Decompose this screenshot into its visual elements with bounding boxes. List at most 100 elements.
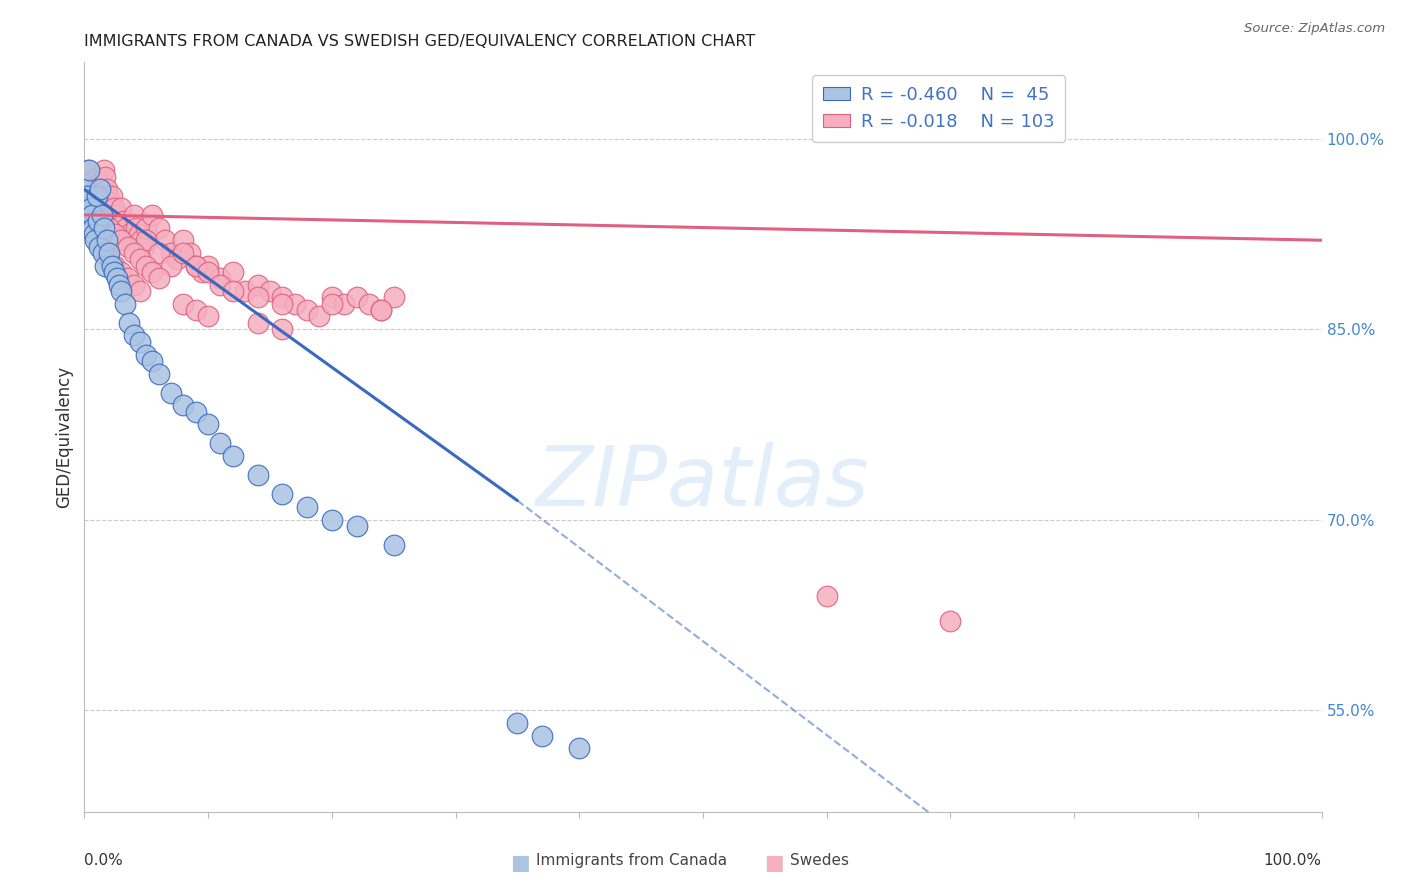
Point [115, 220, 138, 235]
Point [79, 176, 101, 190]
Point [98, 252, 121, 267]
Point [76, 169, 98, 184]
Text: Immigrants from Canada: Immigrants from Canada [536, 853, 727, 868]
Point [382, 538, 405, 552]
Point [166, 252, 188, 267]
Point [148, 367, 170, 381]
Point [103, 265, 125, 279]
Point [129, 334, 152, 349]
Point [246, 468, 269, 483]
Point [89, 182, 111, 196]
Point [939, 614, 962, 628]
Point [122, 328, 145, 343]
Point [209, 271, 232, 285]
Point [160, 259, 183, 273]
Point [83, 227, 105, 241]
Text: Source: ZipAtlas.com: Source: ZipAtlas.com [1244, 22, 1385, 36]
Point [90, 208, 112, 222]
Point [382, 290, 405, 304]
Point [83, 202, 105, 216]
Point [91, 214, 114, 228]
Point [86, 188, 108, 202]
Point [100, 259, 122, 273]
Point [295, 500, 318, 514]
Point [90, 195, 112, 210]
Point [132, 239, 155, 253]
Point [98, 195, 121, 210]
Point [80, 188, 103, 202]
Point [96, 233, 118, 247]
Point [506, 715, 529, 730]
Point [321, 290, 343, 304]
Text: ZIPatlas: ZIPatlas [536, 442, 870, 523]
Point [89, 188, 111, 202]
Point [172, 246, 194, 260]
Point [184, 405, 207, 419]
Point [321, 513, 343, 527]
Point [370, 303, 392, 318]
Point [141, 354, 163, 368]
Point [246, 316, 269, 330]
Point [357, 297, 380, 311]
Point [815, 589, 838, 603]
Point [346, 290, 368, 304]
Point [79, 202, 101, 216]
Point [110, 202, 132, 216]
Point [271, 487, 294, 501]
Legend: R = -0.460    N =  45, R = -0.018    N = 103: R = -0.460 N = 45, R = -0.018 N = 103 [811, 75, 1066, 142]
Point [153, 233, 176, 247]
Point [75, 182, 97, 196]
Point [135, 233, 157, 247]
Point [87, 169, 110, 184]
Point [197, 259, 219, 273]
Point [105, 208, 128, 222]
Point [100, 188, 122, 202]
Text: 0.0%: 0.0% [84, 853, 124, 868]
Point [82, 195, 104, 210]
Point [122, 277, 145, 292]
Point [93, 163, 115, 178]
Point [271, 290, 294, 304]
Point [129, 233, 152, 247]
Point [84, 208, 107, 222]
Point [222, 265, 245, 279]
Point [141, 208, 163, 222]
Text: Swedes: Swedes [790, 853, 849, 868]
Point [531, 729, 554, 743]
Y-axis label: GED/Equivalency: GED/Equivalency [55, 366, 73, 508]
Point [117, 271, 139, 285]
Point [120, 233, 142, 247]
Point [184, 259, 207, 273]
Point [80, 208, 103, 222]
Point [160, 246, 183, 260]
Point [209, 277, 232, 292]
Point [110, 265, 132, 279]
Point [246, 290, 269, 304]
Point [197, 310, 219, 324]
Point [197, 265, 219, 279]
Point [79, 163, 101, 178]
Point [86, 220, 108, 235]
Point [172, 297, 194, 311]
Point [87, 214, 110, 228]
Point [103, 202, 125, 216]
Point [114, 297, 136, 311]
Point [122, 208, 145, 222]
Point [148, 220, 170, 235]
Point [93, 220, 115, 235]
Text: IMMIGRANTS FROM CANADA VS SWEDISH GED/EQUIVALENCY CORRELATION CHART: IMMIGRANTS FROM CANADA VS SWEDISH GED/EQ… [84, 34, 755, 49]
Point [89, 233, 111, 247]
Point [284, 297, 307, 311]
Point [209, 436, 232, 450]
Point [104, 227, 127, 241]
Point [184, 303, 207, 318]
Point [82, 220, 104, 235]
Point [197, 417, 219, 432]
Point [222, 449, 245, 463]
Point [84, 233, 107, 247]
Point [333, 297, 356, 311]
Point [76, 188, 98, 202]
Point [271, 297, 294, 311]
Point [75, 195, 97, 210]
Text: 100.0%: 100.0% [1264, 853, 1322, 868]
